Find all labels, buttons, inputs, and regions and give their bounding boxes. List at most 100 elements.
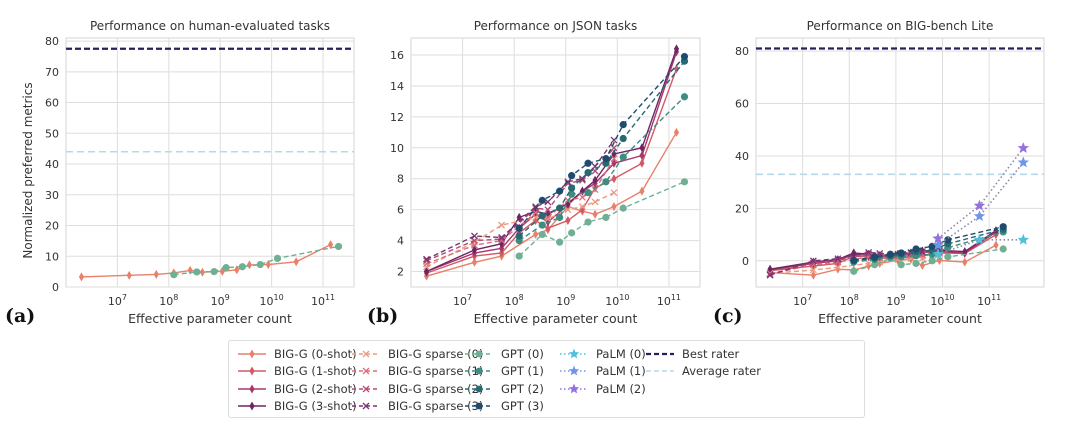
data-point: [578, 203, 586, 211]
data-point: [897, 249, 905, 257]
x-tick-label: 107: [453, 293, 472, 308]
legend-swatch-icon: [352, 402, 380, 410]
data-point: [591, 198, 599, 206]
chart-title: Performance on JSON tasks: [474, 19, 638, 33]
y-tick-label: 70: [45, 66, 59, 79]
data-point: [498, 243, 505, 253]
panel-label: (c): [713, 305, 743, 327]
data-point: [912, 259, 920, 268]
data-point: [610, 155, 618, 163]
legend-item: BIG-G (1-shot): [237, 363, 357, 380]
data-point: [871, 261, 879, 269]
series-gpt-3: [850, 223, 1007, 264]
data-point: [153, 269, 159, 279]
data-point: [851, 248, 857, 258]
legend-swatch-icon: [560, 365, 588, 376]
data-point: [568, 229, 576, 237]
data-point: [544, 213, 552, 221]
data-point: [471, 245, 478, 255]
legend-item: BIG-G sparse (1): [351, 363, 483, 380]
y-tick-label: 50: [45, 127, 59, 140]
data-point: [565, 215, 571, 225]
y-tick-label: 10: [390, 142, 404, 155]
y-tick-label: 30: [45, 189, 59, 202]
y-tick-label: 4: [397, 235, 404, 248]
data-point: [532, 229, 539, 239]
data-point: [673, 64, 680, 74]
data-point: [673, 127, 680, 137]
legend-label: PaLM (1): [596, 364, 646, 378]
x-tick-label: 1010: [605, 293, 629, 308]
data-point: [538, 230, 546, 239]
legend-label: BIG-G sparse (1): [388, 364, 484, 378]
panel-b: 2 4 6 8 10 12 14 16 107 108 109 1010 1011 Performance…: [367, 19, 701, 327]
data-point: [568, 172, 576, 180]
x-tick-label: 1011: [657, 293, 681, 308]
data-point: [544, 198, 552, 206]
y-tick-label: 2: [397, 266, 404, 279]
data-point: [810, 270, 816, 280]
data-point: [680, 52, 689, 61]
legend-item: GPT (2): [464, 380, 544, 397]
data-point: [568, 190, 576, 198]
legend-label: BIG-G sparse (0): [388, 346, 484, 361]
data-point: [584, 189, 592, 197]
y-tick-label: 14: [390, 80, 404, 93]
data-point: [592, 175, 598, 185]
y-tick-label: 80: [45, 35, 59, 48]
x-tick-label: 108: [840, 293, 859, 308]
data-point: [918, 248, 926, 256]
legend-item: PaLM (1): [559, 363, 646, 380]
data-point: [1017, 233, 1029, 245]
data-point: [1017, 156, 1029, 168]
y-tick-label: 60: [45, 97, 59, 110]
legend-swatch-icon: [238, 349, 266, 358]
data-point: [932, 232, 944, 244]
data-point: [578, 176, 586, 184]
data-point: [962, 247, 968, 257]
data-point: [999, 223, 1007, 231]
data-point: [602, 213, 610, 222]
y-axis-label: Normalized preferred metrics: [21, 82, 35, 258]
plot-area: [65, 37, 355, 288]
legend-swatch-icon: [560, 348, 588, 358]
data-point: [498, 221, 506, 229]
series-line: [769, 252, 940, 275]
legend-label: GPT (0): [501, 346, 544, 361]
data-point: [680, 178, 689, 186]
data-point: [886, 250, 894, 258]
data-point: [973, 233, 986, 245]
x-axis-label: Effective parameter count: [818, 311, 982, 326]
data-point: [1017, 142, 1029, 153]
x-tick-label: 1010: [930, 293, 954, 308]
data-point: [897, 261, 905, 269]
data-point: [619, 121, 627, 129]
legend-label: BIG-G (0-shot): [274, 346, 357, 361]
data-point: [584, 218, 592, 226]
data-point: [544, 206, 552, 214]
legend-label: PaLM (2): [596, 381, 646, 396]
data-point: [564, 206, 572, 214]
legend-label: BIG-G (3-shot): [274, 399, 357, 413]
x-tick-label: 107: [793, 293, 812, 308]
x-axis-label: Effective parameter count: [128, 311, 292, 326]
legend-label: PaLM (0): [596, 346, 646, 361]
data-point: [871, 253, 879, 261]
data-point: [611, 174, 617, 184]
x-tick-label: 109: [211, 293, 230, 308]
panel-label: (b): [367, 305, 398, 327]
legend-item: BIG-G sparse (3): [351, 398, 483, 415]
plot-area: [410, 37, 701, 288]
legend-swatch-icon: [238, 366, 266, 376]
x-tick-label: 1011: [977, 293, 1001, 308]
legend-swatch-icon: [352, 367, 380, 375]
series-line: [769, 244, 997, 276]
data-point: [273, 254, 282, 263]
data-point: [193, 268, 201, 276]
legend-item: Best rater: [645, 345, 739, 362]
data-point: [556, 238, 564, 246]
data-point: [809, 257, 817, 265]
series-line: [518, 96, 685, 242]
data-point: [498, 235, 506, 243]
y-tick-label: 6: [397, 204, 404, 217]
